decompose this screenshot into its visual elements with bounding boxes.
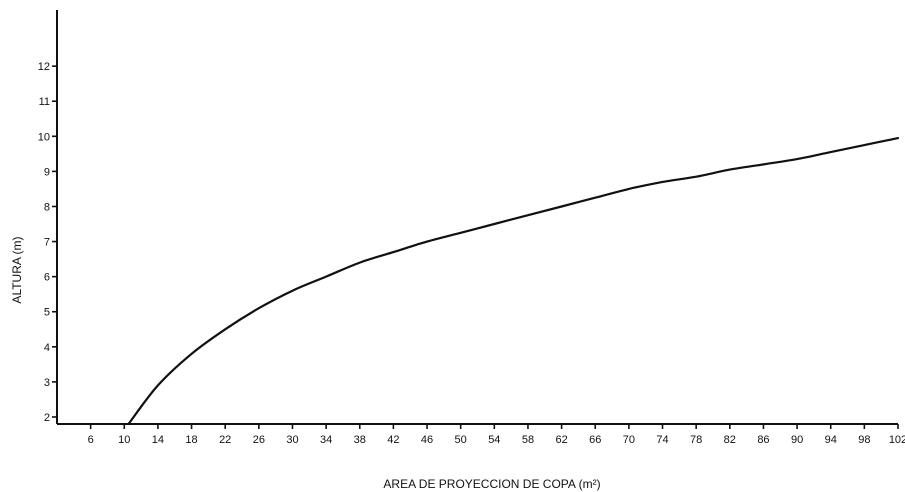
x-tick-label: 38 [354,434,366,446]
x-tick-label: 46 [421,434,433,446]
x-tick-label: 98 [858,434,870,446]
x-tick-label: 30 [286,434,298,446]
y-tick-label: 9 [44,166,50,178]
y-tick-label: 8 [44,201,50,213]
x-tick-label: 50 [455,434,467,446]
x-tick-label: 90 [791,434,803,446]
y-tick-label: 4 [44,342,50,354]
series-line-1 [127,137,900,426]
x-tick-label: 78 [690,434,702,446]
y-tick-label: 11 [39,96,50,108]
x-tick-label: 74 [656,434,668,446]
y-axis-ticks: 2 3 4 5 6 7 8 9 10 11 12 [38,61,57,424]
x-tick-label: 58 [522,434,534,446]
y-tick-label: 3 [44,377,50,389]
x-tick-label: 86 [757,434,769,446]
y-tick-label: 5 [44,307,50,319]
y-tick-label: 6 [44,272,50,284]
x-tick-label: 102 [889,434,905,446]
x-tick-label: 26 [253,434,265,446]
x-tick-label: 66 [589,434,601,446]
x-tick-label: 10 [118,434,130,446]
x-tick-label: 54 [488,434,500,446]
x-tick-label: 14 [152,434,164,446]
x-tick-label: 22 [219,434,231,446]
y-tick-label: 7 [44,237,50,249]
x-tick-label: 6 [88,434,94,446]
x-tick-label: 34 [320,434,332,446]
y-tick-label: 2 [44,412,50,424]
axes [56,10,898,425]
y-tick-label: 10 [38,131,50,143]
x-tick-label: 18 [185,434,197,446]
x-tick-label: 82 [724,434,736,446]
x-tick-label: 42 [387,434,399,446]
x-axis-title: AREA DE PROYECCION DE COPA (m²) [383,477,600,491]
x-axis-ticks: 6 10 14 18 22 26 30 34 38 42 46 50 54 58 62 66 70 74 78 82 8… [88,424,905,446]
y-axis-title: ALTURA (m) [10,236,24,303]
series-group [127,137,900,426]
x-tick-label: 70 [623,434,635,446]
y-tick-label: 12 [38,61,50,73]
x-tick-label: 62 [555,434,567,446]
x-tick-label: 94 [825,434,837,446]
